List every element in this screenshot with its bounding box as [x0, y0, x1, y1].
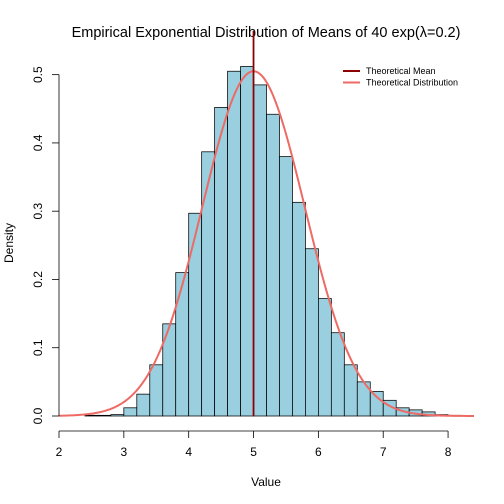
- y-tick-label: 0.2: [31, 271, 45, 288]
- chart-title: Empirical Exponential Distribution of Me…: [72, 25, 461, 41]
- histogram-bar: [136, 393, 151, 417]
- histogram-bar: [201, 151, 216, 417]
- x-axis: 2 3 4 5 6 7 8: [56, 430, 452, 459]
- x-tick-label: 6: [315, 445, 322, 459]
- x-tick-label: 3: [121, 445, 128, 459]
- histogram-bar: [369, 391, 384, 417]
- histogram-bar: [110, 414, 125, 417]
- y-tick-label: 0.3: [31, 203, 45, 220]
- histogram-bar: [253, 84, 267, 417]
- x-tick-label: 5: [250, 445, 257, 459]
- histogram-bar: [330, 332, 345, 417]
- x-tick-label: 8: [445, 445, 452, 459]
- histogram-bar: [279, 156, 293, 417]
- legend: Theoretical Mean Theoretical Distribution: [343, 66, 458, 88]
- histogram-bar: [227, 70, 241, 417]
- histogram-bar: [188, 212, 203, 417]
- legend-label: Theoretical Distribution: [366, 78, 458, 88]
- x-tick-label: 4: [185, 445, 192, 459]
- y-tick-label: 0.1: [31, 339, 45, 356]
- histogram-bar: [123, 407, 138, 417]
- histogram-bar: [266, 113, 280, 417]
- y-axis: 0.0 0.1 0.2 0.3 0.4 0.5: [31, 66, 60, 424]
- theoretical-curve-layer: [58, 70, 475, 417]
- histogram-bar: [175, 272, 190, 417]
- histogram-bar: [305, 248, 319, 417]
- histogram-bar: [318, 298, 332, 417]
- histogram-bar: [240, 66, 254, 417]
- histogram-bars: [84, 66, 462, 417]
- x-tick-label: 7: [380, 445, 387, 459]
- histogram-bar: [343, 364, 358, 417]
- x-tick-label: 2: [56, 445, 63, 459]
- y-axis-label: Density: [2, 223, 16, 263]
- histogram-bar: [97, 414, 112, 417]
- y-tick-label: 0.4: [31, 134, 45, 151]
- y-tick-label: 0.0: [31, 407, 45, 424]
- theoretical-distribution-curve: [58, 70, 475, 417]
- legend-label: Theoretical Mean: [366, 66, 436, 76]
- histogram-bar: [292, 201, 306, 417]
- y-tick-label: 0.5: [31, 66, 45, 83]
- histogram-bar: [149, 364, 164, 417]
- histogram-bar: [84, 414, 99, 417]
- x-axis-label: Value: [251, 475, 281, 489]
